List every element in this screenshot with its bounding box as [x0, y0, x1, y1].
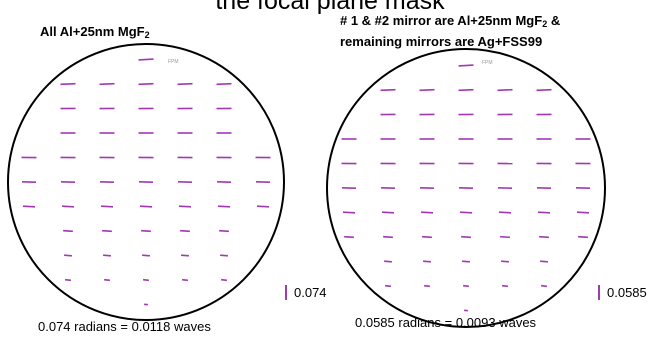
left-vector [217, 205, 231, 208]
left-panel-title: All Al+25nm MgF2 [40, 23, 150, 44]
left-vector [138, 58, 154, 61]
right-vector [502, 284, 508, 288]
right-caption: 0.0585 radians = 0.0093 waves [355, 315, 537, 330]
left-vector [138, 82, 154, 86]
left-vector [142, 254, 150, 257]
right-title-line2: remaining mirrors are Ag+FSS99 [340, 34, 543, 49]
left-vector [22, 205, 36, 208]
left-vector [99, 82, 115, 86]
left-title-text: All Al+25nm MgF [40, 24, 145, 39]
right-scale-legend: 0.0585 [598, 285, 647, 300]
left-caption: 0.074 radians = 0.0118 waves [38, 319, 211, 334]
right-vector [539, 235, 549, 239]
left-vector [182, 278, 188, 282]
left-vector [100, 205, 114, 208]
left-scale-bar [285, 285, 287, 300]
left-vector [60, 82, 76, 86]
right-vector [541, 284, 547, 288]
right-vector [537, 211, 551, 214]
left-vector [256, 205, 270, 208]
right-scale-bar [598, 285, 600, 300]
left-scale-legend: 0.074 [285, 285, 327, 300]
right-panel-title: # 1 & #2 mirror are Al+25nm MgF2 & remai… [340, 12, 560, 50]
right-vector [462, 260, 470, 263]
left-vector-field [21, 58, 271, 306]
right-title-line1-tail: & [547, 13, 561, 28]
right-vector [540, 260, 548, 263]
left-vector [216, 82, 232, 86]
right-vector [381, 211, 395, 214]
right-fpm-label: FPM [482, 60, 493, 66]
right-vector [385, 284, 391, 288]
left-vector [104, 278, 110, 282]
left-vector [180, 229, 190, 233]
left-vector [64, 254, 72, 257]
right-title-line1-text: # 1 & #2 mirror are Al+25nm MgF [340, 13, 543, 28]
right-vector [422, 235, 432, 239]
left-title-subscript: 2 [144, 30, 150, 40]
right-vector [458, 88, 474, 92]
right-vector-field [341, 64, 591, 312]
left-vector [220, 254, 228, 257]
left-vector [102, 229, 112, 233]
right-vector [423, 260, 431, 263]
right-vector [380, 88, 396, 92]
left-vector [221, 278, 227, 282]
right-vector [500, 235, 510, 239]
right-vector [578, 235, 588, 239]
left-vector [103, 254, 111, 257]
left-fpm-label: FPM [168, 59, 179, 65]
right-vector [459, 211, 473, 214]
right-vector [342, 211, 356, 214]
left-vector [141, 229, 151, 233]
left-vector [219, 229, 229, 233]
right-scale-value: 0.0585 [607, 285, 647, 300]
right-vector [344, 235, 354, 239]
right-vector [536, 88, 552, 92]
right-title-subscript: 2 [542, 19, 548, 29]
right-vector [576, 211, 590, 214]
left-vector [177, 82, 193, 86]
right-vector [461, 235, 471, 239]
right-title-line1: # 1 & #2 mirror are Al+25nm MgF2 & [340, 12, 560, 33]
right-pupil-circle [326, 48, 606, 328]
left-vector [63, 229, 73, 233]
left-vector [139, 205, 153, 208]
right-vector [419, 88, 435, 92]
right-vector [497, 88, 513, 92]
left-vector [181, 254, 189, 257]
left-scale-value: 0.074 [294, 285, 327, 300]
left-pupil-circle [7, 43, 285, 321]
slide-title: the focal plane mask [215, 0, 445, 15]
left-vector [65, 278, 71, 282]
right-vector [501, 260, 509, 263]
right-vector [424, 284, 430, 288]
right-vector [420, 211, 434, 214]
right-vector [383, 235, 393, 239]
right-vector [463, 284, 469, 288]
left-vector [143, 278, 149, 282]
left-vector [178, 205, 192, 208]
right-vector [458, 64, 474, 67]
right-vector [384, 260, 392, 263]
right-vector [498, 211, 512, 214]
left-vector [61, 205, 75, 208]
